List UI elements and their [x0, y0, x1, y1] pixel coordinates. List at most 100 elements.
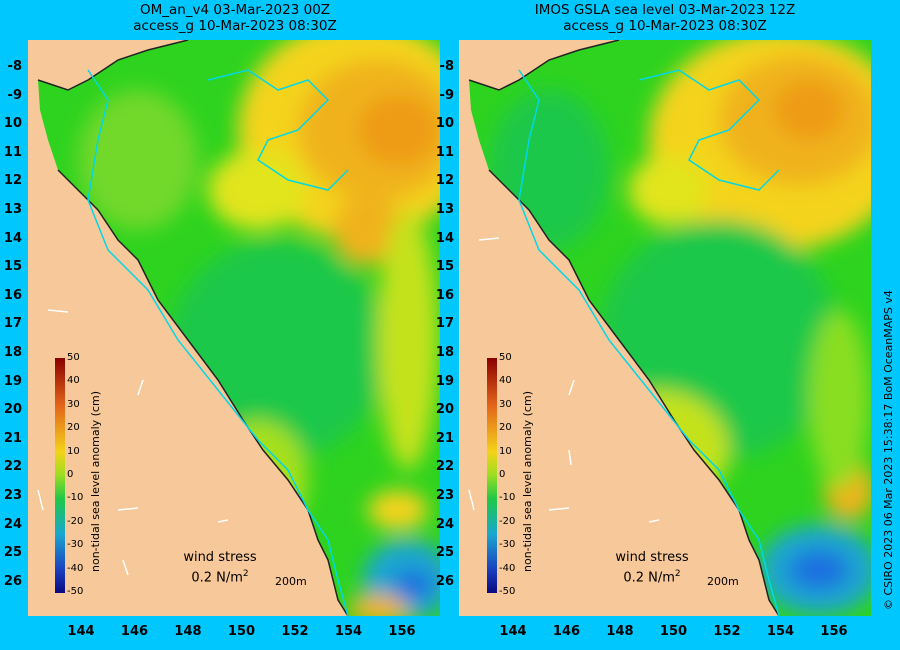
left-isobath — [87, 69, 349, 616]
x-tick-label: 148 — [606, 624, 634, 639]
x-tick-label: 150 — [227, 624, 256, 639]
y-tick-label: 21 — [435, 430, 454, 446]
y-tick-label: 22 — [435, 459, 454, 475]
y-tick-label: 14 — [435, 230, 454, 246]
y-tick-label: 15 — [435, 259, 454, 275]
left-sla-field — [38, 40, 440, 616]
x-tick-label: 150 — [659, 624, 688, 639]
right-colorbar-label: non-tidal sea level anomaly (cm) — [521, 391, 534, 572]
left-title: OM_an_v4 03-Mar-2023 00Z access_g 10-Mar… — [70, 2, 400, 34]
colorbar-tick-label: 30 — [67, 398, 80, 410]
y-tick-label: 24 — [435, 516, 454, 532]
y-tick-label: 19 — [3, 373, 22, 389]
y-tick-label: 18 — [3, 345, 22, 360]
left-title-line2: access_g 10-Mar-2023 08:30Z — [133, 18, 337, 34]
colorbar-tick-label: 20 — [67, 422, 80, 434]
left-title-line1: OM_an_v4 03-Mar-2023 00Z — [139, 2, 331, 18]
y-tick-label: 26 — [435, 573, 454, 589]
x-tick-label: 144 — [67, 624, 95, 639]
left-wind-line1: wind stress — [183, 550, 257, 565]
right-png-coast — [638, 69, 780, 191]
left-png-coast — [207, 69, 349, 191]
x-tick-label: 154 — [334, 624, 363, 639]
x-tick-label: 146 — [120, 624, 149, 639]
y-tick-label: 20 — [435, 402, 454, 418]
right-colorbar — [487, 358, 497, 593]
colorbar-tick-label: 0 — [67, 469, 74, 480]
left-wind-legend: wind stress 0.2 N/m2 — [160, 550, 280, 586]
left-scale-label: 200m — [275, 575, 307, 588]
colorbar-tick-label: -20 — [499, 515, 516, 527]
right-title-line1: IMOS GSLA sea level 03-Mar-2023 12Z — [534, 2, 796, 18]
colorbar-tick-label: 50 — [499, 352, 512, 363]
colorbar-tick-label: 30 — [499, 398, 512, 410]
x-tick-label: 156 — [820, 624, 848, 639]
y-tick-label: 11 — [3, 144, 22, 160]
y-tick-label: -8 — [7, 59, 22, 74]
right-wind-line2: 0.2 N/m — [623, 570, 675, 586]
colorbar-tick-label: -10 — [499, 492, 516, 504]
y-tick-label: 10 — [3, 116, 22, 132]
x-tick-label: 152 — [713, 624, 741, 639]
y-tick-label: 13 — [3, 202, 22, 217]
x-tick-label: 148 — [174, 624, 202, 639]
left-colorbar-label: non-tidal sea level anomaly (cm) — [89, 391, 102, 572]
colorbar-tick-label: -50 — [499, 586, 516, 597]
colorbar-tick-label: -40 — [499, 562, 516, 574]
colorbar-tick-label: -20 — [67, 515, 84, 527]
credit-text: © CSIRO 2023 06 Mar 2023 15:38:17 BoM Oc… — [882, 290, 895, 610]
y-tick-label: 12 — [3, 173, 22, 189]
y-tick-label: -8 — [439, 59, 454, 74]
y-tick-label: 12 — [435, 173, 454, 189]
right-title: IMOS GSLA sea level 03-Mar-2023 12Z acce… — [500, 2, 830, 34]
x-tick-label: 154 — [766, 624, 795, 639]
y-tick-label: 25 — [3, 545, 22, 561]
right-wind-arrows — [468, 237, 660, 523]
y-tick-label: -9 — [7, 87, 22, 103]
y-tick-label: 14 — [3, 230, 22, 246]
colorbar-tick-label: 20 — [499, 422, 512, 434]
y-tick-label: 13 — [435, 202, 454, 217]
colorbar-tick-label: 50 — [67, 352, 80, 363]
colorbar-tick-label: 40 — [67, 375, 80, 387]
y-tick-label: 11 — [435, 144, 454, 160]
colorbar-tick-label: 40 — [499, 375, 512, 387]
x-tick-label: 146 — [552, 624, 581, 639]
y-tick-label: 10 — [435, 116, 454, 132]
colorbar-tick-label: -50 — [67, 586, 84, 597]
x-tick-label: 152 — [281, 624, 309, 639]
x-tick-label: 156 — [388, 624, 416, 639]
y-tick-label: 22 — [3, 459, 22, 475]
left-coastline — [37, 40, 349, 616]
y-tick-label: 19 — [435, 373, 454, 389]
colorbar-tick-label: -30 — [67, 539, 84, 551]
right-wind-sup: 2 — [674, 569, 681, 579]
y-tick-label: 16 — [435, 287, 454, 303]
y-tick-label: 16 — [3, 287, 22, 303]
y-tick-label: 17 — [435, 316, 454, 332]
y-tick-label: 21 — [3, 430, 22, 446]
colorbar-tick-label: 0 — [499, 469, 506, 480]
y-tick-label: 15 — [3, 259, 22, 275]
right-wind-line1: wind stress — [615, 550, 689, 565]
left-wind-arrows — [37, 309, 229, 576]
colorbar-tick-label: 10 — [499, 445, 512, 457]
colorbar-tick-label: -30 — [499, 539, 516, 551]
right-coastline — [468, 40, 780, 616]
y-tick-label: 23 — [3, 488, 22, 503]
y-tick-label: 25 — [435, 545, 454, 561]
y-tick-label: 26 — [3, 573, 22, 589]
y-tick-label: 24 — [3, 516, 22, 532]
right-scale-label: 200m — [707, 575, 739, 588]
left-wind-sup: 2 — [242, 569, 249, 579]
y-tick-label: 18 — [435, 345, 454, 360]
y-tick-label: -9 — [439, 87, 454, 103]
right-isobath — [518, 69, 780, 616]
left-map — [28, 40, 440, 616]
x-tick-label: 144 — [499, 624, 527, 639]
colorbar-tick-label: -40 — [67, 562, 84, 574]
y-tick-label: 20 — [3, 402, 22, 418]
colorbar-tick-label: 10 — [67, 445, 80, 457]
right-map — [459, 40, 871, 616]
y-tick-label: 23 — [435, 488, 454, 503]
